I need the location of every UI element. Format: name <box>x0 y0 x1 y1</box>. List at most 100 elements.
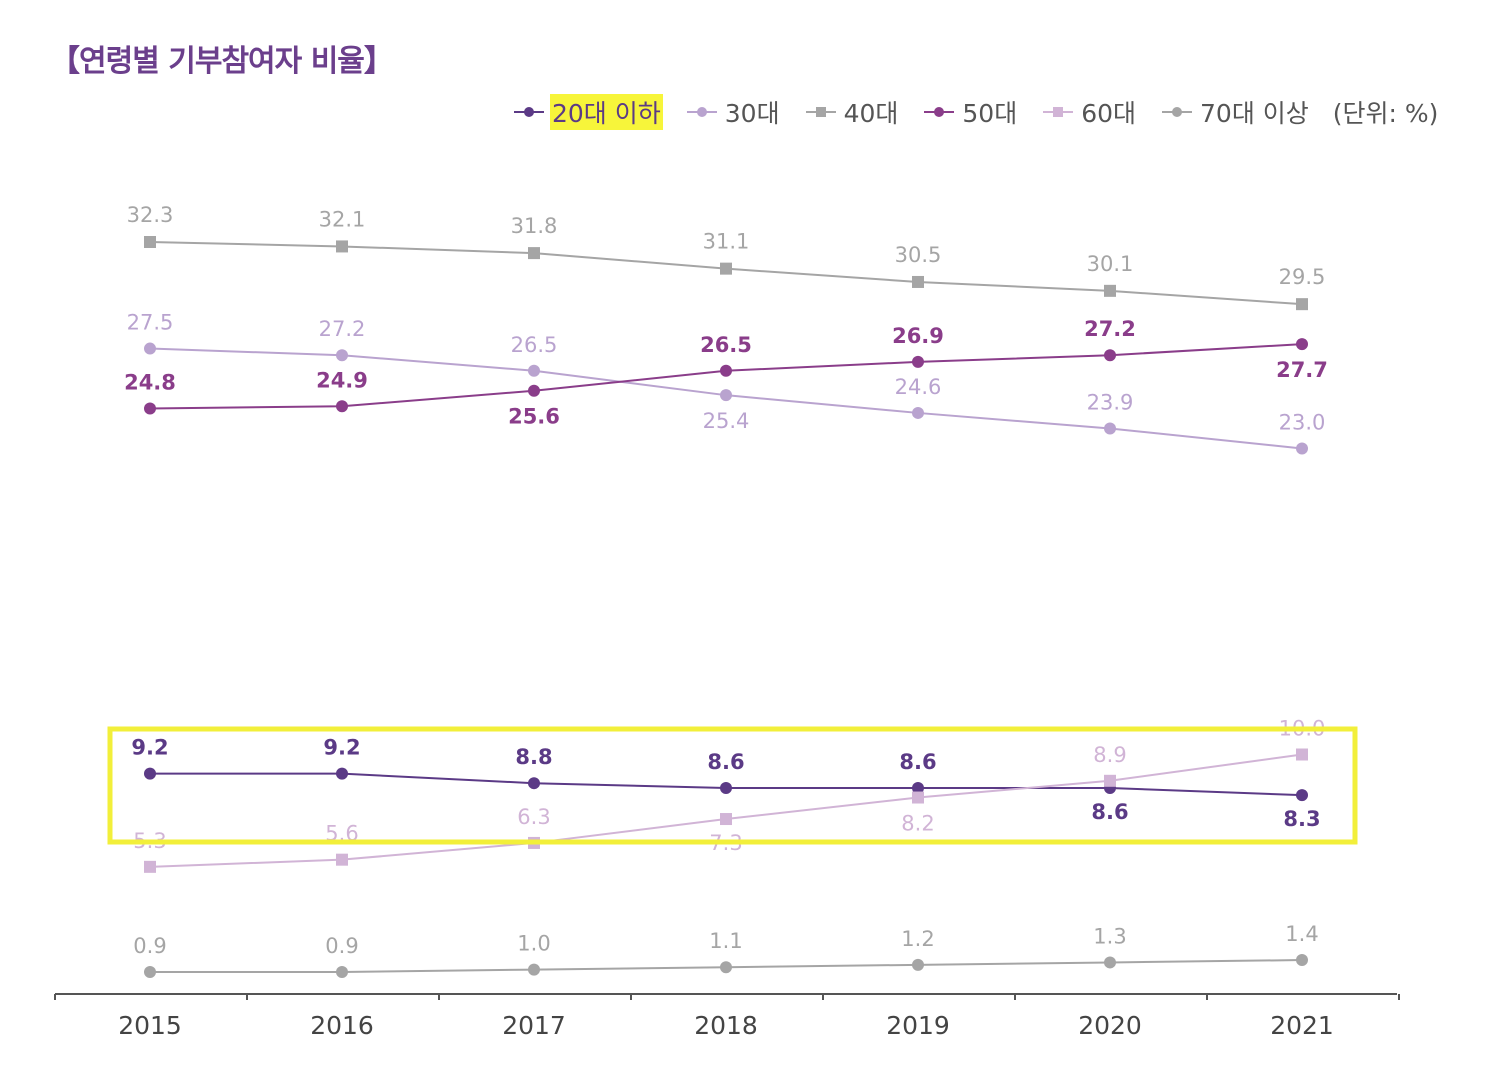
data-point-60s <box>1296 748 1308 761</box>
data-point-70s-over <box>1296 954 1308 967</box>
data-label-40s: 31.8 <box>511 214 558 238</box>
data-label-40s: 30.1 <box>1087 252 1134 276</box>
data-label-50s: 25.6 <box>508 405 560 429</box>
x-tick-label: 2017 <box>502 1011 566 1040</box>
data-point-50s <box>336 400 348 413</box>
legend-label: 50대 <box>962 99 1018 128</box>
legend-line-square-icon <box>805 107 836 117</box>
unit-label: (단위: %) <box>1332 99 1439 128</box>
legend-label: 30대 <box>724 99 780 128</box>
data-point-30s <box>1296 442 1308 455</box>
data-label-70s-over: 1.1 <box>709 929 742 953</box>
chart-legend: 20대 이하 30대 40대 50대 60대 70대 이상 <box>512 92 1438 132</box>
data-label-70s-over: 0.9 <box>133 934 166 958</box>
data-label-20s-under: 9.2 <box>131 736 168 760</box>
data-point-30s <box>144 342 156 355</box>
data-label-70s-over: 1.2 <box>901 927 934 951</box>
data-label-30s: 27.5 <box>127 311 174 335</box>
data-point-70s-over <box>912 958 924 971</box>
legend-line-square-icon <box>1043 107 1074 117</box>
data-point-40s <box>1296 298 1308 311</box>
data-label-70s-over: 0.9 <box>325 934 358 958</box>
data-label-20s-under: 8.8 <box>515 745 552 769</box>
legend-item-50s: 50대 <box>922 94 1019 130</box>
data-label-50s: 26.5 <box>700 333 752 357</box>
data-point-30s <box>1104 422 1116 435</box>
legend-line-circle-icon <box>1162 107 1193 117</box>
data-point-30s <box>528 364 540 377</box>
legend-label: 20대 이하 <box>550 94 663 130</box>
x-tick-label: 2020 <box>1078 1011 1142 1040</box>
data-point-20s-under <box>1296 789 1308 802</box>
data-label-50s: 26.9 <box>892 324 944 348</box>
data-label-40s: 32.3 <box>127 203 174 227</box>
legend-item-40s: 40대 <box>804 94 901 130</box>
data-label-70s-over: 1.0 <box>517 932 550 956</box>
legend-label: 40대 <box>843 99 899 128</box>
data-point-30s <box>912 406 924 419</box>
data-label-70s-over: 1.3 <box>1093 924 1126 948</box>
data-label-30s: 26.5 <box>511 333 558 357</box>
data-point-30s <box>336 349 348 362</box>
legend-label: 70대 이상 <box>1200 99 1309 128</box>
data-point-20s-under <box>144 767 156 780</box>
data-label-30s: 25.4 <box>703 409 750 433</box>
data-label-30s: 23.0 <box>1279 410 1326 434</box>
data-label-40s: 31.1 <box>703 230 750 254</box>
data-point-40s <box>912 275 924 288</box>
data-point-20s-under <box>912 781 924 794</box>
data-point-20s-under <box>336 767 348 780</box>
data-label-60s: 6.3 <box>517 805 550 829</box>
data-point-60s <box>912 791 924 804</box>
legend-item-60s: 60대 <box>1041 94 1138 130</box>
data-label-70s-over: 1.4 <box>1285 922 1318 946</box>
data-label-20s-under: 8.6 <box>899 750 936 774</box>
data-label-50s: 24.9 <box>316 368 368 392</box>
data-label-60s: 8.9 <box>1093 743 1126 767</box>
data-point-60s <box>1104 774 1116 787</box>
data-label-50s: 27.7 <box>1276 358 1328 382</box>
data-point-70s-over <box>144 966 156 978</box>
data-label-20s-under: 9.2 <box>323 736 360 760</box>
data-point-60s <box>336 853 348 866</box>
legend-line-circle-icon <box>686 107 717 117</box>
x-tick-label: 2021 <box>1270 1011 1334 1040</box>
data-point-50s <box>144 402 156 415</box>
data-label-30s: 27.2 <box>319 317 366 341</box>
data-label-50s: 27.2 <box>1084 317 1136 341</box>
data-point-50s <box>912 355 924 368</box>
data-label-20s-under: 8.6 <box>707 750 744 774</box>
data-point-40s <box>1104 284 1116 297</box>
data-point-60s <box>144 860 156 873</box>
data-point-50s <box>528 384 540 397</box>
data-point-50s <box>720 364 732 377</box>
data-point-40s <box>528 247 540 260</box>
data-point-40s <box>144 236 156 248</box>
data-point-30s <box>720 389 732 402</box>
data-point-70s-over <box>528 963 540 976</box>
legend-item-70s-over: 70대 이상 <box>1160 94 1311 130</box>
data-point-20s-under <box>720 781 732 794</box>
data-label-20s-under: 8.6 <box>1091 800 1128 824</box>
data-point-70s-over <box>1104 956 1116 969</box>
data-point-60s <box>720 813 732 826</box>
x-tick-label: 2016 <box>310 1011 374 1040</box>
data-point-40s <box>336 240 348 253</box>
data-label-20s-under: 8.3 <box>1283 807 1320 831</box>
data-label-60s: 8.2 <box>901 812 934 836</box>
data-point-50s <box>1104 349 1116 362</box>
data-label-30s: 23.9 <box>1087 390 1134 414</box>
data-point-70s-over <box>720 961 732 974</box>
data-point-40s <box>720 262 732 275</box>
highlight-box <box>107 726 1358 845</box>
legend-line-circle-icon <box>514 107 544 117</box>
legend-line-circle-icon <box>924 107 955 117</box>
legend-item-20s-under: 20대 이하 <box>512 94 663 130</box>
data-point-20s-under <box>528 777 540 790</box>
data-point-50s <box>1296 338 1308 351</box>
x-tick-label: 2015 <box>118 1011 182 1040</box>
chart-title: 【연령별 기부참여자 비율】 <box>50 44 394 79</box>
data-point-70s-over <box>336 966 348 978</box>
x-tick-label: 2019 <box>886 1011 950 1040</box>
